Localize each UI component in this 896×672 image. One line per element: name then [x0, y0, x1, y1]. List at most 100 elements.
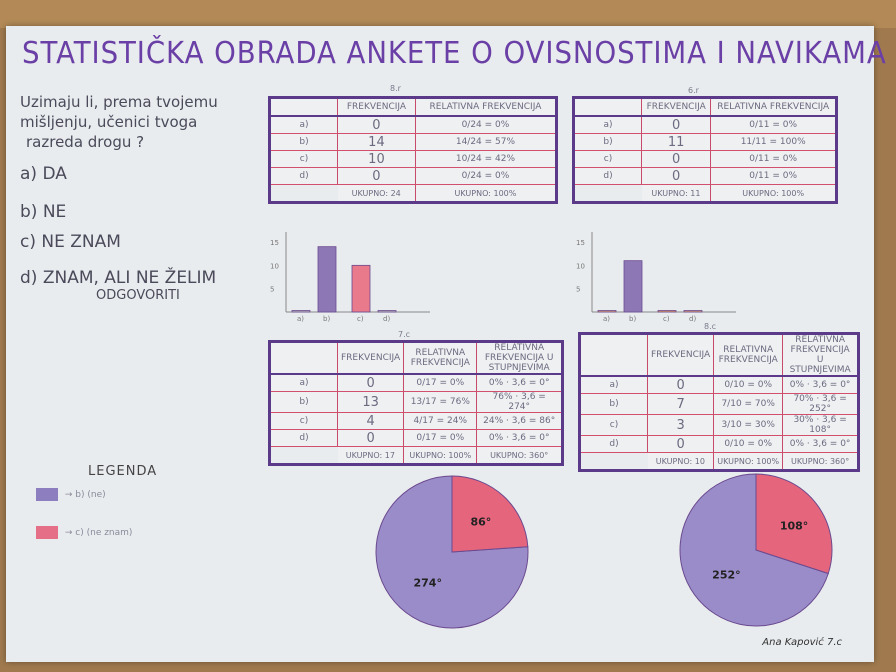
bar — [291, 310, 311, 313]
legend-item-b-text: → b) (ne) — [64, 490, 106, 500]
table-cell: 0 — [337, 374, 405, 392]
option-d: d) ZNAM, ALI NE ŽELIM — [20, 268, 217, 288]
table-cell: 0% · 3,6 = 0° — [476, 429, 563, 447]
option-b: b) NE — [20, 202, 67, 222]
table-cell: 11/11 = 100% — [710, 133, 837, 151]
bar — [351, 264, 371, 313]
pie-slice-label: 86° — [471, 515, 492, 528]
table-header-cell — [269, 341, 338, 375]
table-header-row: FREKVENCIJA RELATIVNA FREKVENCIJA — [269, 97, 558, 117]
question-line-2: mišljenju, učenici tvoga — [20, 113, 198, 131]
option-a: a) DA — [20, 164, 67, 184]
table-cell: 0 — [641, 116, 712, 134]
table-cell: 0% · 3,6 = 0° — [476, 374, 563, 392]
option-d-cont: ODGOVORITI — [96, 288, 180, 303]
bar — [377, 310, 397, 313]
pie-slice-label: 274° — [413, 577, 441, 590]
table-right-bottom: FREKVENCIJA RELATIVNA FREKVENCIJA RELATIVN… — [578, 332, 860, 472]
table-row: b) 11 11/11 = 100% — [573, 133, 837, 151]
table-header-row: FREKVENCIJA RELATIVNA FREKVENCIJA RELATIVN… — [579, 333, 859, 377]
table-row: a) 0 0/24 = 0% — [269, 116, 558, 134]
table-left-bottom: FREKVENCIJA RELATIVNA FREKVENCIJA RELATIVN… — [268, 340, 564, 466]
pie-chart-left: 274° 86° — [375, 475, 529, 629]
table-totals-row: UKUPNO: 11 UKUPNO: 100% — [573, 184, 837, 203]
table-cell: 4/17 = 24% — [403, 412, 478, 430]
table-header-cell: FREKVENCIJA — [337, 341, 405, 375]
table-cell: d) — [573, 167, 642, 185]
pie-slice — [755, 473, 833, 575]
option-c: c) NE ZNAM — [20, 232, 121, 252]
bar — [317, 246, 337, 313]
table-cell: 0/17 = 0% — [403, 374, 478, 392]
x-tick-label: b) — [629, 315, 636, 323]
x-tick-label: c) — [357, 315, 364, 323]
table-header-cell: FREKVENCIJA — [647, 333, 715, 377]
pie-slice-label: 252° — [712, 569, 740, 582]
table-cell: 70% · 3,6 = 252° — [782, 393, 859, 415]
pie-slice-label: 108° — [780, 519, 808, 532]
table-cell: 3 — [647, 414, 715, 436]
table-total-cell: UKUPNO: 100% — [713, 452, 784, 471]
table-cell: b) — [573, 133, 642, 151]
table-header-row: FREKVENCIJA RELATIVNA FREKVENCIJA — [573, 97, 837, 117]
table-cell: a) — [573, 116, 642, 134]
bar — [623, 260, 643, 313]
table-total-cell: UKUPNO: 100% — [710, 184, 837, 203]
table-blank-cell — [573, 184, 642, 203]
table-header-cell: RELATIVNA FREKVENCIJA U STUPNJEVIMA — [476, 341, 563, 375]
x-tick-label: d) — [383, 315, 390, 323]
table-row: a) 0 0/17 = 0% 0% · 3,6 = 0° — [269, 374, 563, 392]
table-cell: c) — [269, 150, 338, 168]
table-cell: 0/11 = 0% — [710, 150, 837, 168]
table-row: c) 0 0/11 = 0% — [573, 150, 837, 168]
table-cell: 0/10 = 0% — [713, 435, 784, 453]
table-total-cell: UKUPNO: 100% — [415, 184, 558, 203]
table-cell: b) — [269, 391, 338, 413]
table-right-bottom-caption: 8.c — [704, 322, 717, 331]
author-signature: Ana Kapović 7.c — [762, 637, 842, 648]
table-header-cell: FREKVENCIJA — [641, 97, 712, 117]
table-cell: c) — [269, 412, 338, 430]
table-total-cell: UKUPNO: 17 — [337, 446, 405, 465]
pie-slice — [451, 475, 529, 553]
table-row: d) 0 0/10 = 0% 0% · 3,6 = 0° — [579, 435, 859, 453]
table-cell: 0/11 = 0% — [710, 116, 837, 134]
table-cell: 0 — [337, 429, 405, 447]
table-cell: 0 — [647, 435, 715, 453]
table-header-cell: RELATIVNA FREKVENCIJA — [710, 97, 837, 117]
legend-swatch-pink — [36, 526, 58, 539]
table-cell: a) — [579, 376, 648, 394]
table-header-cell — [573, 97, 642, 117]
table-totals-row: UKUPNO: 17 UKUPNO: 100% UKUPNO: 360° — [269, 446, 563, 465]
legend-item-b: → b) (ne) — [36, 488, 106, 501]
survey-question: Uzimaju li, prema tvojemu mišljenju, uče… — [20, 92, 218, 152]
table-cell: 4 — [337, 412, 405, 430]
x-tick-label: a) — [603, 315, 610, 323]
table-cell: 30% · 3,6 = 108° — [782, 414, 859, 436]
y-tick-label: 10 — [270, 262, 279, 270]
table-row: c) 3 3/10 = 30% 30% · 3,6 = 108° — [579, 414, 859, 436]
table-row: b) 14 14/24 = 57% — [269, 133, 558, 151]
bar-chart-left: 15 10 5 a) b) c) d) — [270, 232, 430, 323]
wooden-wall-background — [0, 0, 896, 28]
table-cell: a) — [269, 374, 338, 392]
bar — [683, 310, 703, 313]
table-total-cell: UKUPNO: 100% — [403, 446, 478, 465]
table-totals-row: UKUPNO: 10 UKUPNO: 100% UKUPNO: 360° — [579, 452, 859, 471]
question-line-1: Uzimaju li, prema tvojemu — [20, 93, 218, 111]
table-left-top-caption: 8.r — [390, 84, 401, 93]
table-blank-cell — [269, 446, 338, 465]
legend-item-c-text: → c) (ne znam) — [64, 528, 133, 538]
table-left-top: FREKVENCIJA RELATIVNA FREKVENCIJA a) 0 0/24 … — [268, 96, 558, 204]
table-cell: 7/10 = 70% — [713, 393, 784, 415]
table-cell: b) — [269, 133, 338, 151]
table-row: d) 0 0/17 = 0% 0% · 3,6 = 0° — [269, 429, 563, 447]
table-cell: d) — [269, 429, 338, 447]
table-row: d) 0 0/24 = 0% — [269, 167, 558, 185]
table-right-top: FREKVENCIJA RELATIVNA FREKVENCIJA a) 0 0/11 … — [572, 96, 838, 204]
table-totals-row: UKUPNO: 24 UKUPNO: 100% — [269, 184, 558, 203]
table-cell: 7 — [647, 393, 715, 415]
table-total-cell: UKUPNO: 360° — [476, 446, 563, 465]
table-header-cell — [579, 333, 648, 377]
table-row: c) 10 10/24 = 42% — [269, 150, 558, 168]
